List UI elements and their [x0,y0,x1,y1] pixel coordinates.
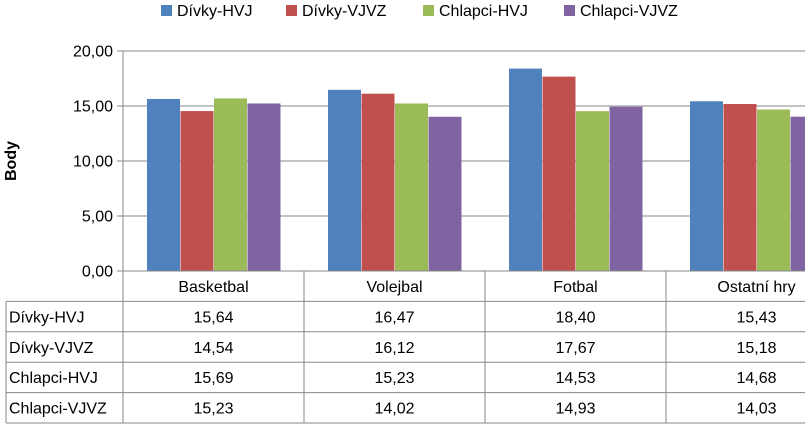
bar-3-2 [395,103,428,271]
legend-label: Dívky-VJVZ [302,3,387,20]
data-label: 15,64 [193,309,233,326]
table-row-label: Chlapci-HVJ [9,370,98,387]
y-tick-label: 15,00 [73,99,113,116]
y-tick-label: 10,00 [73,154,113,171]
bar-2-4 [723,104,757,272]
y-axis-label: Body [3,141,20,181]
data-label: 15,43 [736,309,776,326]
legend-label: Chlapci-HVJ [439,3,528,20]
bar-4-4 [790,116,805,271]
legend-label: Chlapci-VJVZ [580,3,678,20]
data-label: 18,40 [555,309,595,326]
data-label: 14,02 [374,401,414,418]
bar-1-4 [690,101,723,272]
bar-3-4 [757,109,790,272]
chart-legend: Dívky-HVJ Dívky-VJVZ Chlapci-HVJ Chlapci-VJ… [161,3,678,20]
data-label: 14,54 [193,340,233,357]
bar-2-1 [180,111,214,271]
bar-4-1 [247,103,281,271]
legend-swatch [564,5,575,16]
x-tick-label: Basketbal [178,279,248,296]
table-row-label: Dívky-VJVZ [9,340,94,357]
data-table: Basketbal Volejbal Fotbal Ostatní hry Dívky-… [5,270,805,424]
data-label: 15,69 [193,370,233,387]
y-tick-label: 0,00 [82,264,113,281]
bars [147,68,805,272]
data-label: 14,53 [555,370,595,387]
legend-swatch [161,5,172,16]
bar-2-3 [542,76,576,271]
x-tick-label: Fotbal [553,279,597,296]
bar-4-3 [609,106,643,272]
y-tick-label: 5,00 [82,209,113,226]
bar-3-3 [576,111,609,271]
data-label: 14,93 [555,401,595,418]
table-row-label: Dívky-HVJ [9,309,85,326]
bar-2-2 [361,93,395,272]
bar-1-3 [509,68,542,271]
table-row-label: Chlapci-VJVZ [9,401,107,418]
bar-1-2 [328,89,361,271]
data-label: 15,23 [193,401,233,418]
bar-4-2 [428,116,462,271]
data-label: 17,67 [555,340,595,357]
y-axis: 0,00 5,00 10,00 15,00 20,00 [73,44,124,281]
x-tick-label: Ostatní hry [717,279,795,296]
data-label: 15,18 [736,340,776,357]
y-tick-label: 20,00 [73,44,113,61]
data-label: 16,12 [374,340,414,357]
legend-swatch [286,5,297,16]
bar-1-1 [147,98,180,272]
data-label: 14,03 [736,401,776,418]
data-label: 14,68 [736,370,776,387]
legend-swatch [423,5,434,16]
x-tick-label: Volejbal [366,279,422,296]
bar-3-1 [214,98,247,271]
legend-label: Dívky-HVJ [177,3,253,20]
data-label: 15,23 [374,370,414,387]
data-label: 16,47 [374,309,414,326]
